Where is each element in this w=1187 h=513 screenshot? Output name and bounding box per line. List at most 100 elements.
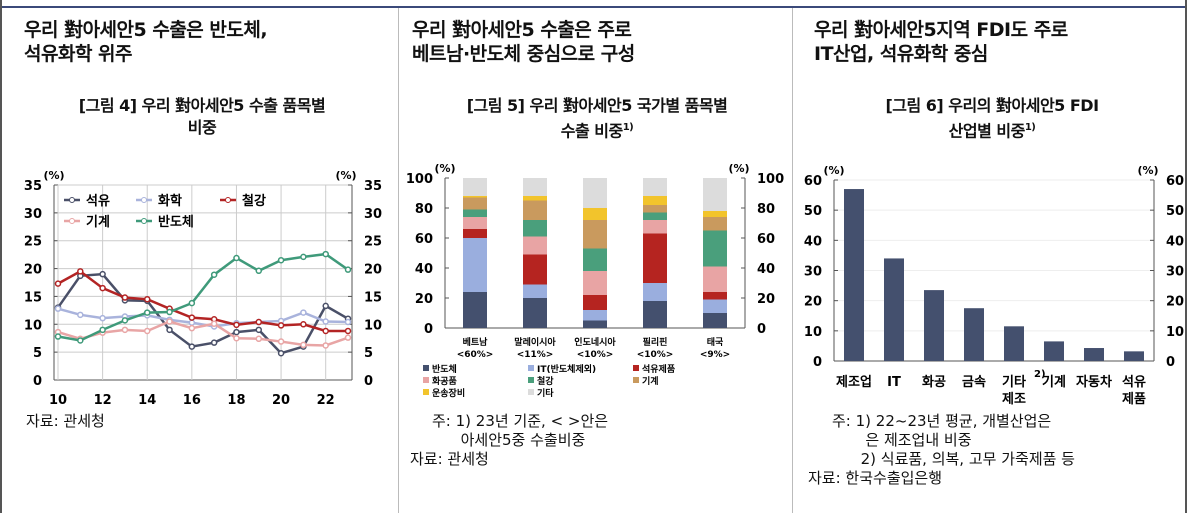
y-tick-right: 60: [1166, 174, 1184, 189]
data-point: [300, 253, 307, 261]
bar-IT: [884, 258, 904, 361]
y-unit-left: (%): [434, 162, 455, 175]
data-point: [166, 308, 173, 316]
data-point: [143, 327, 151, 335]
y-tick-right: 50: [1166, 204, 1184, 219]
bar-금속: [964, 308, 984, 361]
x-tick-share: <9%>: [700, 350, 730, 360]
y-tick-left: 30: [804, 265, 822, 280]
bar-segment-기타: [463, 178, 487, 196]
bar-segment-석유제품: [463, 229, 487, 238]
y-tick-left: 100: [406, 172, 433, 187]
x-tick: 20: [272, 393, 290, 408]
y-tick-right: 0: [364, 374, 373, 389]
data-point: [344, 327, 352, 335]
y-tick-left: 0: [813, 355, 822, 370]
y-tick-left: 60: [804, 174, 822, 189]
x-tick: 16: [183, 393, 201, 408]
bar-segment-석유제품: [703, 292, 727, 300]
data-point: [344, 334, 352, 341]
x-tick: 기계: [1042, 375, 1066, 390]
bar-segment-운송장비: [523, 196, 547, 201]
bar-segment-화공품: [463, 217, 487, 229]
y-tick-right: 15: [364, 290, 382, 305]
x-tick: 화공: [922, 374, 946, 390]
bar-segment-화공품: [583, 271, 607, 295]
bar-segment-운송장비: [463, 196, 487, 198]
bar-segment-기계: [463, 197, 487, 210]
data-point: [277, 350, 285, 357]
data-point: [210, 320, 218, 327]
y-tick-right: 10: [1166, 325, 1184, 340]
bar-segment-석유제품: [523, 254, 547, 285]
bar-제조업: [844, 189, 864, 361]
bar-자동차: [1084, 348, 1104, 361]
y-tick-right: 40: [757, 262, 775, 277]
legend-label: 석유제품: [642, 363, 675, 375]
data-point: [188, 324, 196, 332]
y-tick-left: 60: [415, 232, 433, 247]
panel2-heading: 우리 對아세안5 수출은 주로 베트남·반도체 중심으로 구성: [412, 19, 635, 65]
y-tick-left: 80: [415, 202, 433, 217]
data-point: [99, 270, 106, 278]
y-tick-left: 25: [24, 235, 42, 250]
data-point: [188, 299, 196, 307]
data-point: [188, 319, 196, 326]
x-tick-line2: 제조: [1002, 392, 1026, 407]
data-point: [166, 326, 173, 334]
y-tick-left: 40: [804, 234, 822, 249]
data-point: [233, 328, 240, 336]
bar-segment-석유제품: [643, 233, 667, 283]
data-point: [300, 321, 307, 328]
data-point: [344, 318, 352, 326]
bar-segment-IT(반도체제외): [463, 238, 487, 292]
data-point: [233, 321, 240, 329]
x-tick: 베트남: [463, 336, 489, 348]
data-point: [143, 295, 151, 303]
y-tick-right: 30: [1166, 265, 1184, 280]
legend-marker: [141, 197, 147, 203]
y-tick-left: 10: [804, 325, 822, 340]
y-tick-left: 5: [33, 346, 42, 361]
series-line-철강: [57, 269, 348, 333]
x-tick: 기타: [1002, 374, 1026, 390]
y-tick-left: 35: [24, 179, 42, 194]
series-line-반도체: [57, 252, 349, 342]
panel1-source: 자료: 관세청: [26, 412, 105, 430]
legend-label: 반도체: [158, 214, 194, 230]
data-point: [322, 250, 329, 258]
bar-segment-화공품: [643, 220, 667, 234]
bar-segment-운송장비: [583, 208, 607, 220]
legend-label: 석유: [86, 194, 110, 209]
bar-segment-철강: [643, 212, 667, 220]
bar-segment-화공품: [523, 236, 547, 255]
legend-label: 철강: [537, 375, 554, 387]
data-point: [277, 322, 285, 329]
data-point: [322, 327, 329, 335]
data-point: [255, 318, 263, 326]
x-tick: IT: [887, 375, 901, 390]
bar-segment-기타: [703, 178, 727, 211]
bar-segment-기타: [583, 178, 607, 208]
bar-segment-석유제품: [583, 295, 607, 310]
bar-segment-기타: [523, 178, 547, 196]
legend-swatch: [528, 365, 534, 371]
data-point: [210, 339, 218, 346]
bar-segment-반도체: [703, 313, 727, 328]
bar-segment-반도체: [643, 301, 667, 328]
legend-label: 기타: [537, 387, 554, 399]
data-point: [188, 314, 196, 321]
data-point: [77, 311, 84, 319]
legend-marker: [225, 197, 231, 203]
legend-label: 반도체: [432, 363, 457, 375]
legend-marker: [69, 218, 75, 224]
x-tick: 자동차: [1076, 374, 1112, 390]
data-point: [99, 326, 106, 334]
bar-segment-반도체: [583, 320, 607, 328]
data-point: [143, 309, 151, 316]
x-tick-share: <60%>: [457, 350, 494, 360]
panel2-subtitle: [그림 5] 우리 對아세안5 국가별 품목별 수출 비중1): [466, 96, 728, 141]
bar-화공: [924, 290, 944, 361]
x-tick: 태국: [707, 336, 724, 348]
y-tick-right: 5: [364, 346, 373, 361]
